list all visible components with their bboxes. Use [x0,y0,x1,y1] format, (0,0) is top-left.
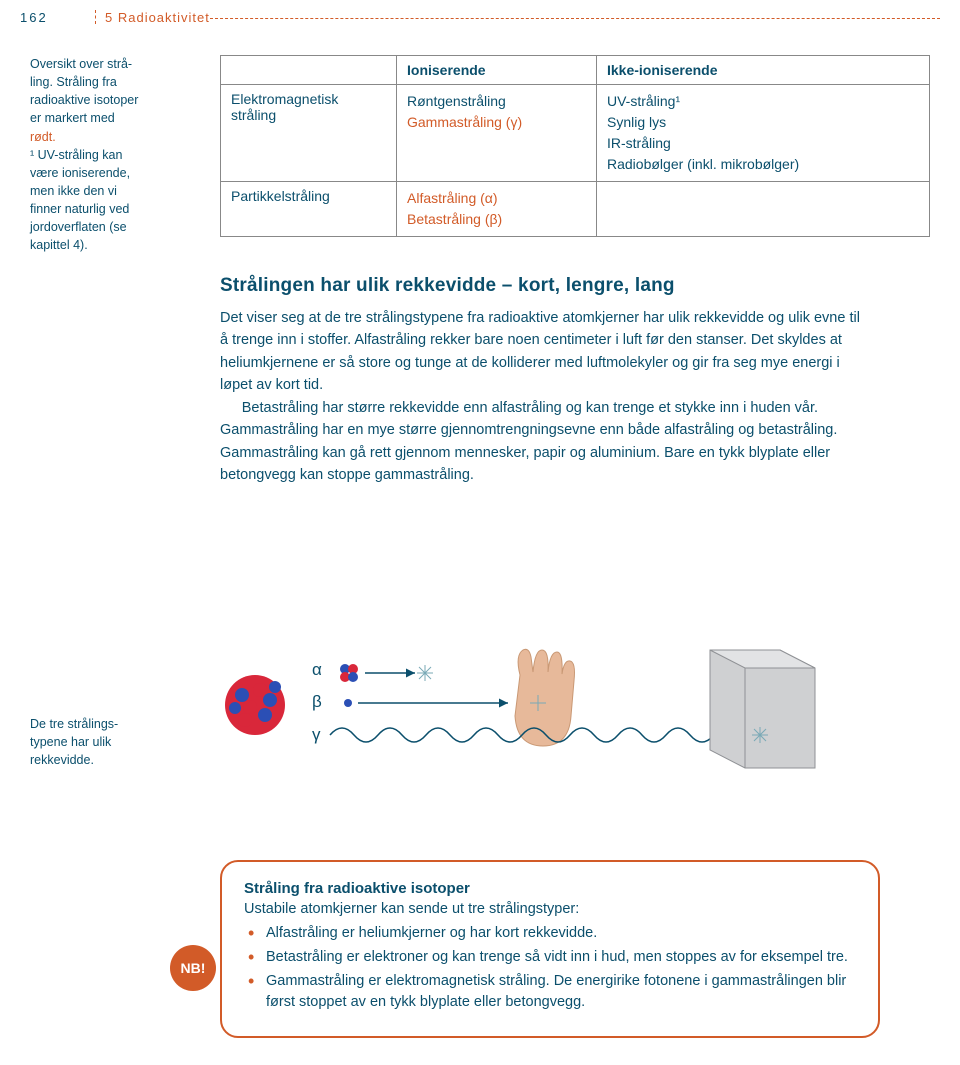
sidenote-line: radioaktive isotoper [30,93,138,107]
section-heading: Strålingen har ulik rekkevidde – kort, l… [220,275,860,297]
alpha-label: α [312,660,322,679]
summary-item: Betastråling er elektroner og kan trenge… [248,947,856,969]
sidenote-footnote: ¹ UV-stråling kan [30,148,122,162]
sidenote-line: rekkevidde. [30,753,94,767]
cell-line: Synlig lys [607,112,919,133]
summary-title: Stråling fra radioaktive isotoper [244,880,856,897]
sidenote-line: Oversikt over strå- [30,57,132,71]
cell-line: Betastråling (β) [407,209,586,230]
sidenote-line: rødt. [30,130,56,144]
table-cell: Røntgenstråling Gammastråling (γ) [396,85,596,181]
sidenote-footnote: kapittel 4). [30,238,88,252]
table-header-ionising: Ioniserende [396,56,596,84]
cell-line: UV-stråling¹ [607,91,919,112]
sidenote-line: ling. Stråling fra [30,75,117,89]
cell-line: Alfastråling (α) [407,188,586,209]
hand-icon [515,649,575,746]
cell-line: IR-stråling [607,133,919,154]
chapter-label: 5 Radioaktivitet [105,10,210,25]
dashed-rule [210,18,940,19]
table-cell: Alfastråling (α) Betastråling (β) [396,182,596,236]
spark-icon [417,665,433,681]
page-number: 162 [20,10,48,25]
alpha-particle-icon [340,664,358,682]
table-header-nonionising: Ikke-ioniserende [596,56,929,84]
table-cell: UV-stråling¹ Synlig lys IR-stråling Radi… [596,85,929,181]
summary-item: Gammastråling er elektromagnetisk stråli… [248,971,856,1015]
penetration-diagram: α β γ [220,645,860,775]
sidenote-footnote: men ikke den vi [30,184,117,198]
nb-label: NB! [181,960,206,976]
summary-lead: Ustabile atomkjerner kan sende ut tre st… [244,901,856,917]
cell-line: Røntgenstråling [407,91,586,112]
sidenote-footnote: finner naturlig ved [30,202,129,216]
sidenote-diagram: De tre strålings- typene har ulik rekkev… [30,715,200,769]
spark-icon [752,727,768,743]
sidenote-line: er markert med [30,111,115,125]
gamma-label: γ [312,725,321,744]
nucleus-icon [225,675,285,735]
cell-line: Gammastråling (γ) [407,112,586,133]
table-header-empty [221,56,396,84]
table-cell [596,182,929,236]
paragraph: Det viser seg at de tre strålingstypene … [220,307,860,397]
divider [95,10,96,24]
paragraph: Betastråling har større rekkevidde enn a… [220,397,860,487]
concrete-block-icon [710,650,815,768]
sidenote-line: typene har ulik [30,735,111,749]
beta-particle-icon [344,699,352,707]
summary-item: Alfastråling er heliumkjerner og har kor… [248,923,856,945]
cell-line: Radiobølger (inkl. mikrobølger) [607,154,919,175]
summary-box: Stråling fra radioaktive isotoper Ustabi… [220,860,880,1038]
table-rowlabel-em: Elektromagnetisk stråling [221,85,396,181]
beta-label: β [312,692,322,711]
summary-list: Alfastråling er heliumkjerner og har kor… [244,923,856,1014]
sidenote-overview: Oversikt over strå- ling. Stråling fra r… [30,55,200,254]
sidenote-footnote: være ioniserende, [30,166,130,180]
sidenote-footnote: jordoverflaten (se [30,220,127,234]
table-rowlabel-particle: Partikkelstråling [221,182,396,236]
main-text: Strålingen har ulik rekkevidde – kort, l… [220,275,860,487]
nb-badge: NB! [170,945,216,991]
radiation-table: Ioniserende Ikke-ioniserende Elektromagn… [220,55,930,237]
sidenote-line: De tre strålings- [30,717,118,731]
